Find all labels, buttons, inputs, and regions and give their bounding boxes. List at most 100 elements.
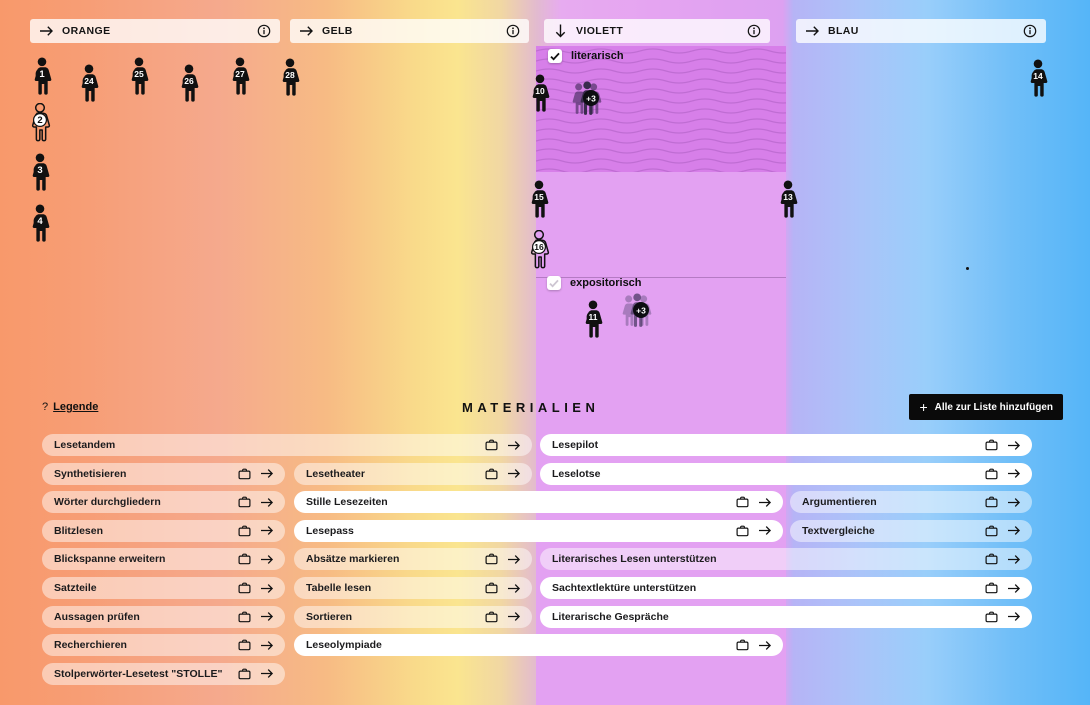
arrow-right-icon[interactable] (260, 668, 274, 679)
material-blickspanne-erweitern[interactable]: Blickspanne erweitern (42, 548, 285, 571)
arrow-right-icon[interactable] (507, 468, 521, 479)
material-leselotse[interactable]: Leselotse (540, 462, 1032, 485)
arrow-right-icon[interactable] (1007, 468, 1021, 479)
column-header-gelb[interactable]: GELB (290, 19, 529, 43)
literarisch-checkbox[interactable] (548, 49, 562, 63)
arrow-right-icon[interactable] (260, 640, 274, 651)
check-icon (550, 52, 560, 60)
material-satzteile[interactable]: Satzteile (42, 577, 285, 599)
arrow-right-icon[interactable] (260, 525, 274, 536)
material-stolperworter-lesetest-stolle[interactable]: Stolperwörter-Lesetest "STOLLE" (42, 662, 285, 685)
person-group-literarisch[interactable]: +3 (566, 80, 610, 127)
arrow-right-icon[interactable] (507, 611, 521, 622)
person-3[interactable]: 3 (27, 153, 53, 198)
material-tabelle-lesen[interactable]: Tabelle lesen (294, 577, 532, 599)
briefcase-icon[interactable] (238, 668, 251, 680)
material-stille-lesezeiten[interactable]: Stille Lesezeiten (294, 491, 783, 514)
material-literarische-gesprache[interactable]: Literarische Gespräche (540, 605, 1032, 628)
briefcase-icon[interactable] (985, 553, 998, 565)
person-16[interactable]: 16 (526, 229, 552, 275)
person-11[interactable]: 11 (580, 300, 606, 345)
arrow-right-icon[interactable] (260, 583, 274, 594)
briefcase-icon[interactable] (736, 525, 749, 537)
material-textvergleiche[interactable]: Textvergleiche (790, 519, 1032, 542)
briefcase-icon[interactable] (485, 582, 498, 594)
briefcase-icon[interactable] (985, 611, 998, 623)
material-lesetandem[interactable]: Lesetandem (42, 434, 532, 456)
person-24[interactable]: 24 (76, 64, 102, 109)
material-synthetisieren[interactable]: Synthetisieren (42, 462, 285, 485)
arrow-right-icon[interactable] (1007, 440, 1021, 451)
arrow-right-icon[interactable] (1007, 497, 1021, 508)
arrow-right-icon[interactable] (1007, 611, 1021, 622)
briefcase-icon[interactable] (985, 525, 998, 537)
material-worter-durchgliedern[interactable]: Wörter durchgliedern (42, 491, 285, 514)
briefcase-icon[interactable] (238, 496, 251, 508)
column-header-violett[interactable]: VIOLETT (544, 19, 770, 43)
person-27[interactable]: 27 (227, 57, 253, 102)
material-absatze-markieren[interactable]: Absätze markieren (294, 548, 532, 571)
material-label: Stille Lesezeiten (306, 496, 388, 509)
briefcase-icon[interactable] (238, 525, 251, 537)
arrow-right-icon[interactable] (260, 611, 274, 622)
person-26[interactable]: 26 (176, 64, 202, 109)
briefcase-icon[interactable] (985, 439, 998, 451)
briefcase-icon[interactable] (238, 582, 251, 594)
briefcase-icon[interactable] (238, 611, 251, 623)
material-sortieren[interactable]: Sortieren (294, 605, 532, 628)
arrow-right-icon[interactable] (260, 497, 274, 508)
arrow-right-icon[interactable] (758, 497, 772, 508)
person-13[interactable]: 13 (775, 180, 801, 225)
briefcase-icon[interactable] (485, 611, 498, 623)
material-lesetheater[interactable]: Lesetheater (294, 462, 532, 485)
person-28[interactable]: 28 (277, 58, 303, 103)
material-sachtextlekture-unterstutzen[interactable]: Sachtextlektüre unterstützen (540, 577, 1032, 599)
material-blitzlesen[interactable]: Blitzlesen (42, 519, 285, 542)
person-10[interactable]: 10 (527, 74, 553, 119)
arrow-right-icon[interactable] (507, 583, 521, 594)
material-argumentieren[interactable]: Argumentieren (790, 491, 1032, 514)
person-1[interactable]: 1 (29, 57, 55, 102)
column-header-blau[interactable]: BLAU (796, 19, 1046, 43)
arrow-right-icon[interactable] (758, 525, 772, 536)
arrow-right-icon[interactable] (507, 440, 521, 451)
person-14[interactable]: 14 (1025, 59, 1051, 104)
briefcase-icon[interactable] (985, 468, 998, 480)
arrow-right-icon[interactable] (1007, 583, 1021, 594)
expositorisch-checkbox[interactable] (547, 276, 561, 290)
material-literarisches-lesen-unterstutzen[interactable]: Literarisches Lesen unterstützen (540, 548, 1032, 571)
briefcase-icon[interactable] (238, 468, 251, 480)
column-header-orange[interactable]: ORANGE (30, 19, 280, 43)
material-lesepilot[interactable]: Lesepilot (540, 434, 1032, 456)
arrow-right-icon[interactable] (507, 554, 521, 565)
briefcase-icon[interactable] (985, 582, 998, 594)
briefcase-icon[interactable] (485, 468, 498, 480)
arrow-right-icon[interactable] (260, 554, 274, 565)
briefcase-icon[interactable] (736, 639, 749, 651)
material-lesepass[interactable]: Lesepass (294, 519, 783, 542)
briefcase-icon[interactable] (485, 439, 498, 451)
material-recherchieren[interactable]: Recherchieren (42, 634, 285, 657)
arrow-right-icon[interactable] (758, 640, 772, 651)
person-4[interactable]: 4 (27, 204, 53, 249)
person-2[interactable]: 2 (27, 102, 53, 148)
arrow-right-icon[interactable] (260, 468, 274, 479)
briefcase-icon[interactable] (238, 639, 251, 651)
briefcase-icon[interactable] (985, 496, 998, 508)
person-group-expositorisch[interactable]: +3 (616, 292, 660, 339)
briefcase-icon[interactable] (485, 553, 498, 565)
info-icon[interactable] (257, 24, 271, 38)
briefcase-icon[interactable] (238, 553, 251, 565)
briefcase-icon[interactable] (736, 496, 749, 508)
arrow-right-icon[interactable] (1007, 554, 1021, 565)
arrow-right-icon[interactable] (1007, 525, 1021, 536)
person-25[interactable]: 25 (126, 57, 152, 102)
add-all-to-list-button[interactable]: + Alle zur Liste hinzufügen (909, 394, 1063, 420)
info-icon[interactable] (1023, 24, 1037, 38)
info-icon[interactable] (747, 24, 761, 38)
legend-link[interactable]: ? Legende (42, 401, 98, 413)
person-15[interactable]: 15 (526, 180, 552, 225)
info-icon[interactable] (506, 24, 520, 38)
material-aussagen-prufen[interactable]: Aussagen prüfen (42, 605, 285, 628)
material-leseolympiade[interactable]: Leseolympiade (294, 634, 783, 657)
